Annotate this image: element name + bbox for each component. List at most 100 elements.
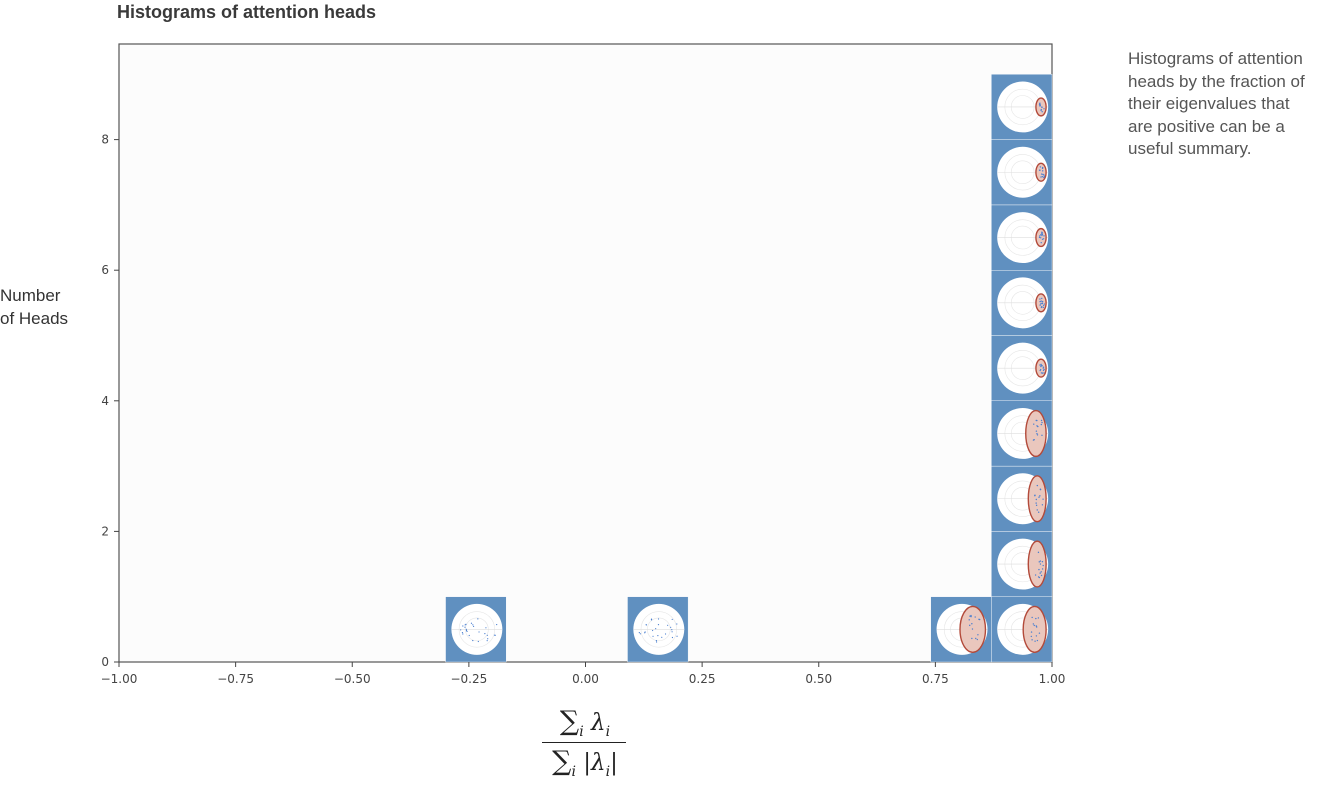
eigenvalue-dot bbox=[494, 634, 496, 636]
eigenvalue-dot bbox=[655, 628, 657, 630]
eigenvalue-dot bbox=[1036, 484, 1039, 487]
y-axis-label-line-2: of Heads bbox=[0, 309, 69, 328]
eigenvalue-dot bbox=[1040, 571, 1042, 573]
eigenvalue-dot bbox=[655, 641, 658, 643]
histogram-bar bbox=[991, 465, 1053, 532]
y-tick-label: 0 bbox=[101, 655, 109, 669]
histogram-bar bbox=[991, 139, 1053, 206]
eigenvalue-dot bbox=[1038, 568, 1040, 571]
bars-layer bbox=[445, 74, 1053, 663]
eigenvalue-dot bbox=[1039, 560, 1042, 562]
eigenvalue-dot bbox=[1042, 238, 1045, 240]
eigenvalue-dot bbox=[477, 618, 479, 620]
x-tick-label: −0.75 bbox=[217, 672, 254, 686]
eigenvalue-dot bbox=[468, 634, 470, 637]
eigenvalue-dot bbox=[1041, 372, 1044, 374]
eigenvalue-dot bbox=[1043, 372, 1045, 374]
eigenvalue-dot bbox=[1043, 176, 1045, 179]
caption: Histograms of attention heads by the fra… bbox=[1128, 49, 1305, 158]
eigenvalue-dot bbox=[1040, 300, 1042, 302]
eigenvalue-dot bbox=[462, 633, 464, 635]
eigenvalue-dot bbox=[664, 633, 667, 635]
eigenvalue-dot bbox=[1042, 564, 1044, 567]
eigenvalue-dot bbox=[485, 627, 487, 629]
eigenvalue-dot bbox=[472, 639, 474, 642]
eigenvalue-dot bbox=[1035, 502, 1037, 504]
eigenvalue-dot bbox=[1039, 572, 1041, 574]
eigenvalue-dot bbox=[667, 624, 669, 626]
eigenvalue-dot bbox=[487, 638, 489, 640]
eigenvalue-dot bbox=[1039, 304, 1041, 306]
eigenvalue-dot bbox=[652, 635, 654, 637]
eigenvalue-dot bbox=[1042, 498, 1044, 500]
eigenvalue-dot bbox=[478, 631, 480, 633]
y-tick-label: 4 bbox=[101, 394, 109, 408]
eigenvalue-dot bbox=[1035, 430, 1038, 432]
eigenvalue-dot bbox=[1042, 170, 1044, 172]
eigenvalue-dot bbox=[1042, 304, 1045, 307]
eigenvalue-dot bbox=[1036, 434, 1039, 436]
eigenvalue-dot bbox=[1040, 419, 1043, 422]
eigenvalue-dot bbox=[1041, 175, 1044, 178]
x-tick-label: −0.25 bbox=[450, 672, 487, 686]
eigenvalue-dot bbox=[971, 637, 973, 640]
eigenvalue-dot bbox=[1036, 433, 1038, 435]
eigenvalue-dot bbox=[1035, 625, 1037, 627]
eigenvalue-ellipse bbox=[1035, 162, 1047, 182]
eigenvalue-dot bbox=[1033, 439, 1035, 441]
eigenvalue-dot bbox=[671, 636, 674, 639]
eigenvalue-dot bbox=[1039, 369, 1041, 372]
eigenvalue-dot bbox=[1041, 297, 1043, 300]
eigenvalue-dot bbox=[1039, 364, 1041, 366]
axes-layer: −1.00 −0.75 −0.50 −0.25 0.00 0.25 0.50 0.75 1.00… bbox=[101, 133, 1066, 686]
eigenvalue-dot bbox=[1039, 495, 1041, 497]
eigenvalue-dot bbox=[1039, 105, 1041, 107]
eigenvalue-dot bbox=[970, 615, 972, 618]
eigenvalue-dot bbox=[971, 623, 973, 625]
eigenvalue-dot bbox=[1040, 365, 1042, 368]
eigenvalue-dot bbox=[1042, 366, 1045, 368]
eigenvalue-dot bbox=[652, 629, 654, 632]
eigenvalue-ellipse bbox=[1035, 293, 1047, 313]
chart-title: Histograms of attention heads bbox=[117, 2, 377, 22]
eigenvalue-dot bbox=[969, 615, 971, 617]
eigenvalue-dot bbox=[1042, 173, 1044, 176]
eigenvalue-dot bbox=[1041, 238, 1044, 240]
x-axis-numerator: ∑i λi bbox=[559, 706, 611, 740]
eigenvalue-dot bbox=[1030, 635, 1033, 638]
eigenvalue-dot bbox=[1036, 639, 1039, 642]
eigenvalue-dot bbox=[970, 614, 972, 617]
x-tick-label: 0.00 bbox=[572, 672, 599, 686]
eigenvalue-dot bbox=[1039, 300, 1041, 303]
eigenvalue-dot bbox=[1039, 298, 1041, 300]
eigenvalue-ellipse bbox=[1035, 358, 1047, 378]
eigenvalue-dot bbox=[462, 625, 464, 627]
eigenvalue-dot bbox=[1040, 372, 1043, 374]
eigenvalue-dot bbox=[1040, 176, 1042, 178]
eigenvalue-dot bbox=[968, 619, 970, 621]
eigenvalue-dot bbox=[676, 635, 678, 637]
eigenvalue-dot bbox=[1032, 623, 1035, 625]
eigenvalue-dot bbox=[657, 635, 659, 637]
y-tick-label: 8 bbox=[101, 133, 109, 147]
eigenvalue-dot bbox=[1039, 235, 1041, 237]
eigenvalue-dot bbox=[1030, 631, 1033, 633]
histogram-bar bbox=[627, 596, 689, 663]
x-tick-label: 0.25 bbox=[689, 672, 716, 686]
eigenvalue-dot bbox=[1034, 494, 1036, 497]
eigenvalue-dot bbox=[655, 640, 657, 642]
eigenvalue-dot bbox=[638, 632, 640, 634]
eigenvalue-dot bbox=[1035, 635, 1038, 637]
eigenvalue-dot bbox=[472, 624, 474, 626]
x-axis-denominator: ∑i |λi| bbox=[552, 746, 618, 780]
eigenvalue-dot bbox=[1040, 303, 1042, 305]
eigenvalue-dot bbox=[670, 626, 672, 628]
eigenvalue-dot bbox=[1038, 496, 1040, 498]
histogram-plot: −1.00 −0.75 −0.50 −0.25 0.00 0.25 0.50 0.75 1.00… bbox=[101, 43, 1066, 686]
eigenvalue-dot bbox=[1038, 632, 1041, 634]
eigenvalue-dot bbox=[1033, 624, 1035, 627]
eigenvalue-dot bbox=[1040, 423, 1043, 426]
eigenvalue-ellipse bbox=[1027, 540, 1047, 588]
eigenvalue-dot bbox=[477, 640, 479, 643]
eigenvalue-dot bbox=[1040, 237, 1042, 239]
